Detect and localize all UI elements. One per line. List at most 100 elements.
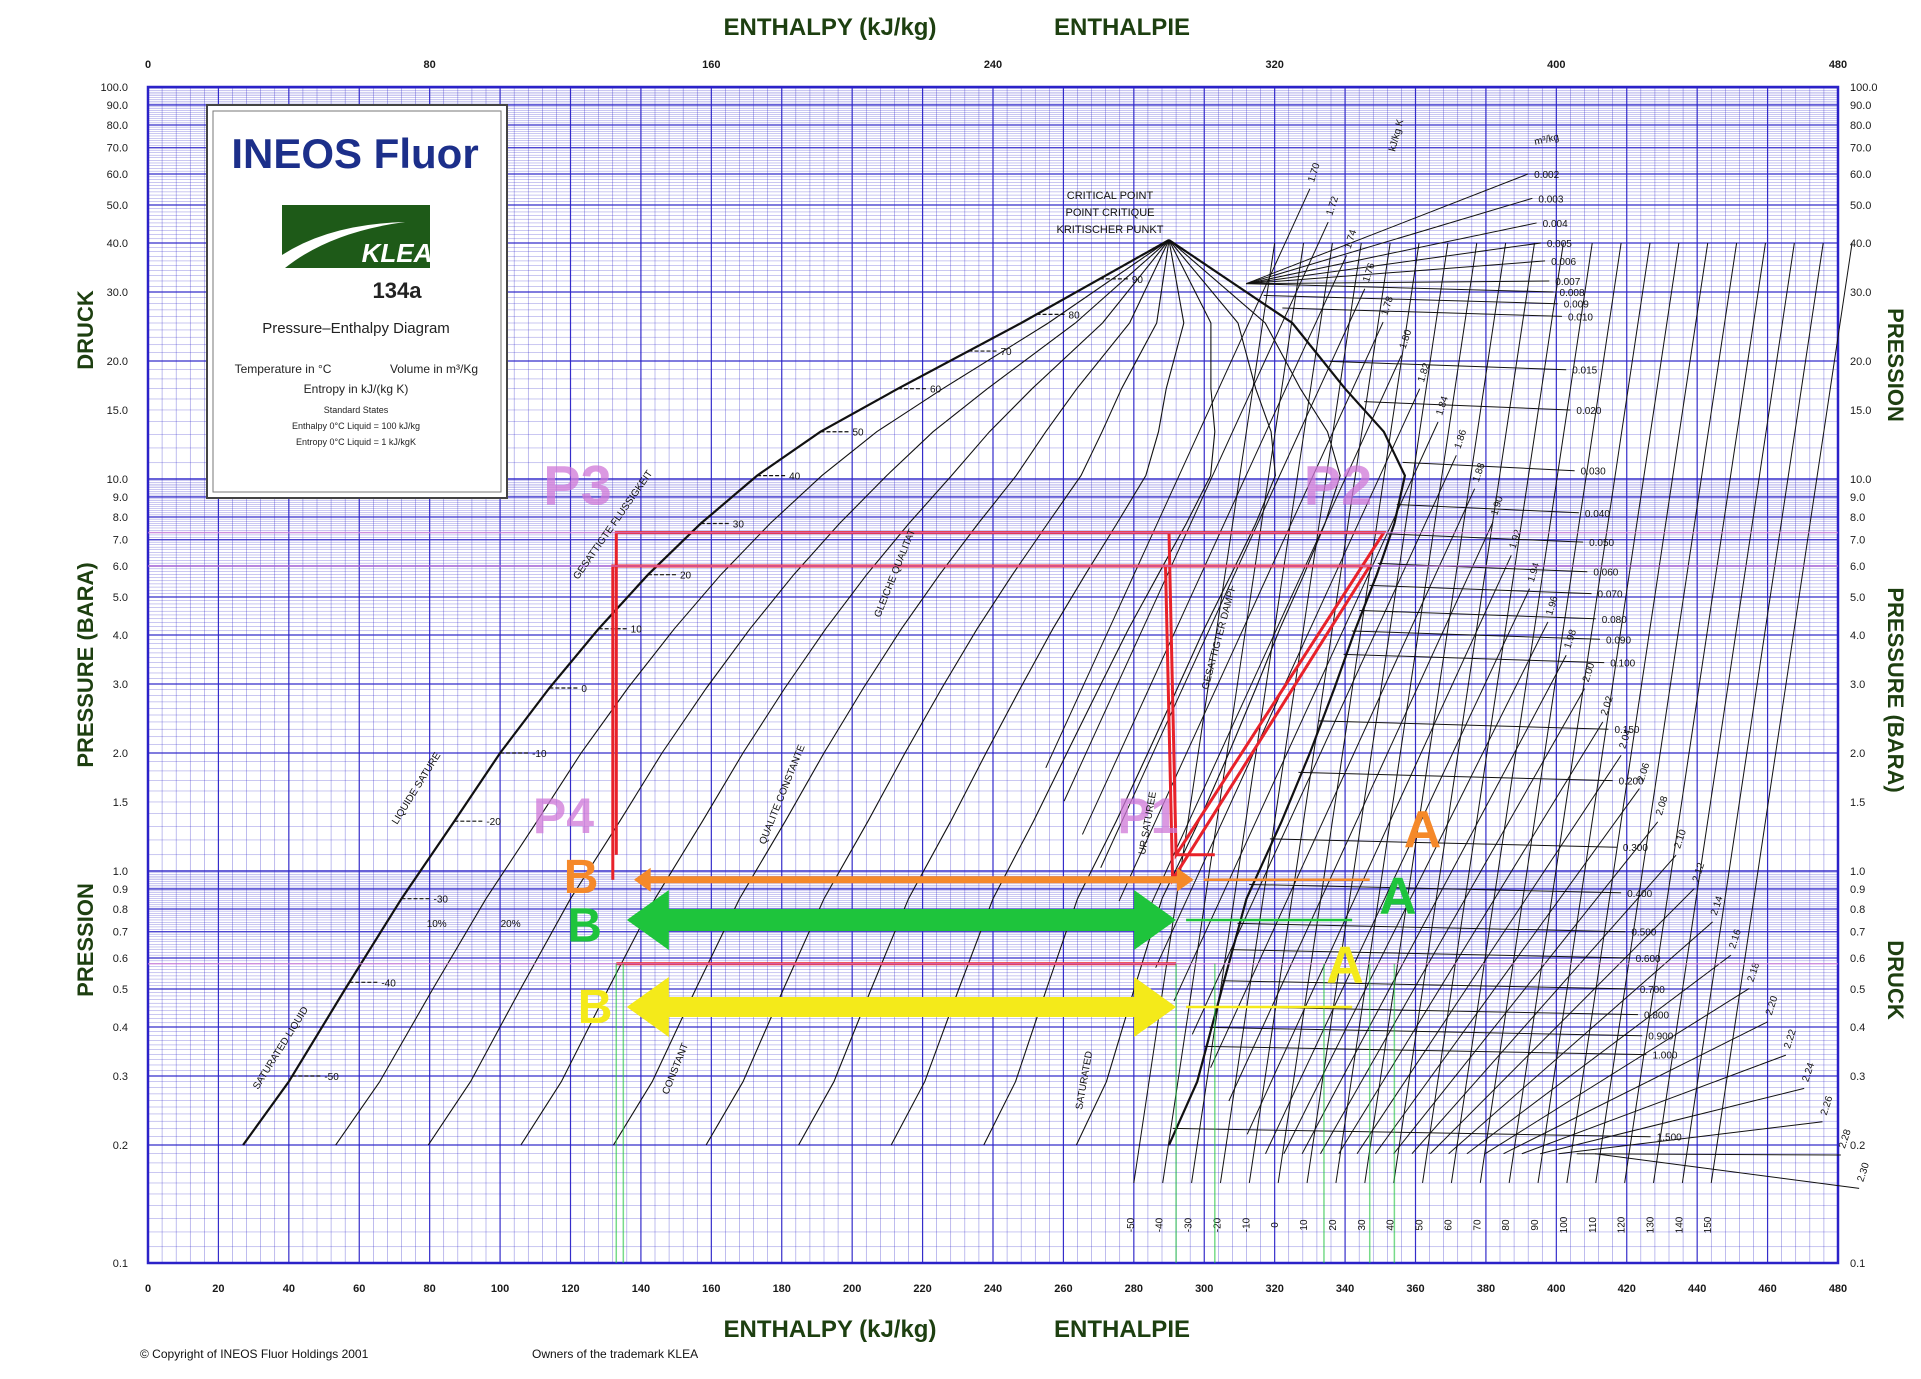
isochore-label: 0.006 [1551,257,1576,268]
isochore-line [1263,294,1558,305]
isochore-label: 0.900 [1648,1032,1673,1043]
isochore-line [1209,1026,1643,1037]
y-tick-right: 20.0 [1850,356,1871,368]
isotherm-label-bottom: 140 [1674,1216,1685,1233]
x-tick-top: 0 [145,59,151,71]
isotherm-label-bottom: 0 [1270,1222,1281,1228]
y-tick-right: 90.0 [1850,100,1871,112]
isochore-label: 1.000 [1652,1051,1677,1062]
y-tick-left: 2.0 [113,748,128,760]
plot-frame [146,85,1840,1265]
isotherm-line [1306,242,1449,1184]
isotherm-label-liquid: -30 [434,895,449,906]
y-tick-right: 3.0 [1850,679,1865,691]
isentrope-line [1503,1021,1768,1155]
quality-line [520,239,1170,1146]
left-label-pression: PRESSION [73,883,98,997]
isotherm-label-liquid: -50 [324,1072,339,1083]
y-tick-left: 10.0 [107,474,128,486]
y-tick-left: 1.0 [113,866,128,878]
standard-states: Standard States [324,405,389,415]
y-tick-left: 0.5 [113,984,128,996]
isentrope-line [1246,555,1512,1135]
isochore-line [1245,173,1529,285]
y-tick-right: 0.4 [1850,1022,1865,1034]
cycle-overlay: P3 P2 P4 P1 B A B A B A [148,454,1838,1263]
isotherm-line [1653,242,1795,1184]
y-tick-right: 9.0 [1850,492,1865,504]
x-tick-bottom: 40 [283,1283,295,1295]
y-tick-left: 9.0 [113,492,128,504]
isentrope-line [1521,1054,1787,1155]
isentrope-line [1173,421,1439,1002]
isentrope-line [1338,721,1604,1154]
y-tick-left: 20.0 [107,356,128,368]
y-tick-right: 70.0 [1850,143,1871,155]
y-tick-right: 0.7 [1850,927,1865,939]
isochore-line [1377,562,1588,573]
x-tick-bottom: 20 [212,1283,224,1295]
isotherm-label-liquid: 0 [581,684,587,695]
quality-label-20: 20% [501,919,521,930]
isentrope-line [1155,388,1421,968]
y-tick-left: 0.3 [113,1071,128,1083]
isentrope-line [1448,921,1713,1155]
y-tick-left: 70.0 [107,143,128,155]
isotherm-label-liquid: 50 [852,428,864,439]
isochore-label: 0.009 [1564,300,1589,311]
diagram-subtitle: Pressure–Enthalpy Diagram [262,320,450,337]
y-tick-left: 0.2 [113,1140,128,1152]
x-tick-top: 400 [1547,59,1565,71]
right-label-pression: PRESSION [1883,308,1908,422]
isochore-line [1230,949,1630,959]
y-tick-right: 0.5 [1850,984,1865,996]
yellow-b-label: B [578,981,613,1034]
isentrope-line [1100,288,1366,868]
isochore-label: 0.002 [1534,170,1559,181]
x-tick-bottom: 100 [491,1283,509,1295]
isochore-label: 0.003 [1538,194,1563,205]
isochore-label: 0.300 [1623,843,1648,854]
y-tick-left: 100.0 [100,82,128,94]
quality-line [983,239,1276,1146]
isotherm-line [1566,242,1709,1184]
isochore-label: 0.200 [1619,777,1644,788]
isentrope-line [1540,1087,1805,1155]
x-tick-bottom: 200 [843,1283,861,1295]
isotherm-line [1624,242,1766,1184]
isotherm-label-bottom: -10 [1241,1217,1252,1232]
legend-box: INEOS Fluor KLEA 134a Pressure–Enthalpy … [206,104,508,499]
std-enthalpy: Enthalpy 0°C Liquid = 100 kJ/kg [292,421,420,431]
isentrope-line [1576,1153,1841,1156]
isentrope-line [1411,854,1677,1155]
isochore-line [1359,609,1596,620]
entropy-unit: Entropy in kJ/(kg K) [304,382,409,396]
isotherm-label-liquid: -40 [381,978,396,989]
isotherm-label-bottom: -40 [1155,1217,1166,1232]
isochore-label: 0.500 [1631,928,1656,939]
copyright: © Copyright of INEOS Fluor Holdings 2001 [140,1347,369,1361]
y-tick-right: 15.0 [1850,405,1871,417]
isochore-line [1329,360,1567,371]
x-tick-bottom: 160 [702,1283,720,1295]
green-a-label: A [1379,867,1417,925]
isochore-line [1351,630,1601,640]
y-tick-right: 0.8 [1850,904,1865,916]
isotherm-label-liquid: 70 [1000,347,1012,358]
y-tick-right: 30.0 [1850,287,1871,299]
top-enthalpy-title: ENTHALPY (kJ/kg) [724,14,937,41]
isotherm-label-bottom: 30 [1357,1219,1368,1231]
x-tick-top: 80 [424,59,436,71]
x-tick-top: 240 [984,59,1002,71]
isochore-label: 0.080 [1602,615,1627,626]
isochore-label: 0.030 [1581,467,1606,478]
isochore-label: 0.150 [1614,725,1639,736]
arrow-yellow [626,976,1177,1037]
x-tick-bottom: 340 [1336,1283,1354,1295]
isentrope-line [1118,321,1384,902]
quality-line [705,239,1170,1146]
isotherm-label-liquid: 90 [1132,275,1144,286]
isochore-label: 0.100 [1610,659,1635,670]
saturated-vapour-curve [1167,239,1407,1146]
